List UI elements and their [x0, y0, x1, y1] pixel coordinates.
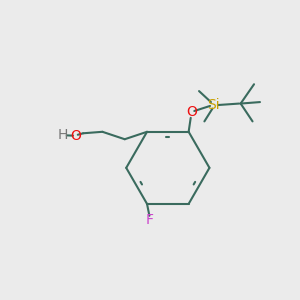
Text: Si: Si	[208, 98, 220, 112]
Text: H: H	[58, 128, 68, 142]
Text: O: O	[70, 129, 81, 143]
Text: O: O	[186, 106, 197, 119]
Text: F: F	[146, 213, 154, 227]
